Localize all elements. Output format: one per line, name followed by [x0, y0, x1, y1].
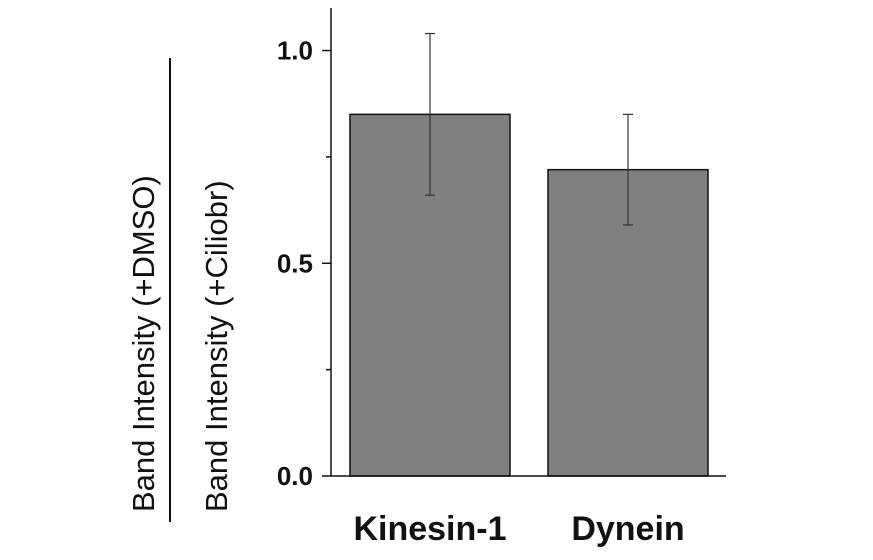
y-ticks: 0.0 0.5 1.0 — [277, 36, 331, 491]
x-tick-labels: Kinesin-1 Dynein — [353, 510, 684, 548]
x-tick-label-dynein: Dynein — [571, 510, 684, 548]
x-tick-label-kinesin-1: Kinesin-1 — [353, 510, 506, 548]
y-tick-label: 1.0 — [277, 36, 313, 66]
error-bars — [425, 32, 633, 226]
y-axis-label: Band Intensity (+DMSO) Band Intensity (+… — [126, 58, 234, 522]
plot-area: 0.0 0.5 1.0 Kinesin-1 Dynein — [277, 8, 726, 548]
y-tick-label: 0.0 — [277, 461, 313, 491]
y-label-numerator: Band Intensity (+DMSO) — [126, 175, 161, 512]
bars — [349, 113, 709, 477]
y-label-denominator: Band Intensity (+Ciliobr) — [199, 180, 234, 512]
y-tick-label: 0.5 — [277, 248, 313, 278]
